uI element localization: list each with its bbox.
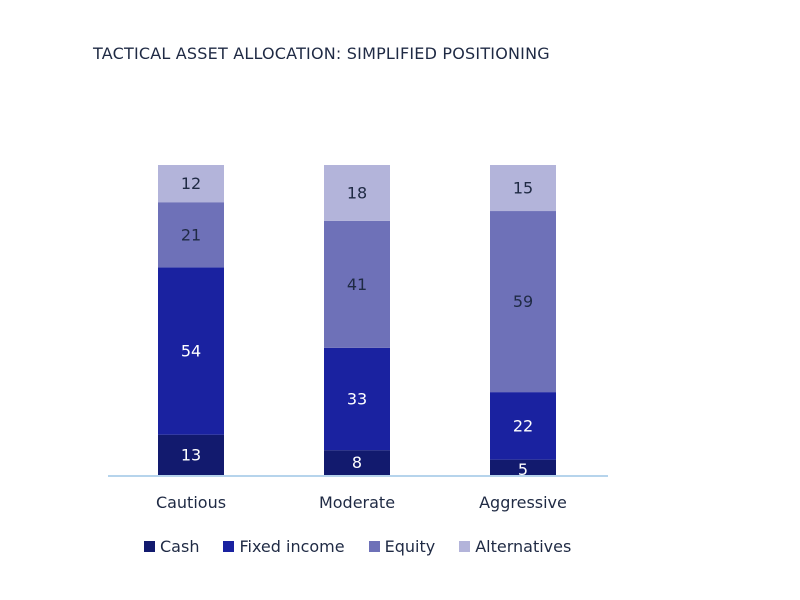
category-label-moderate: Moderate (319, 493, 395, 512)
bar-segment-cautious-fixed-income (158, 267, 224, 435)
legend-swatch (368, 541, 380, 552)
bar-segment-aggressive-cash (490, 459, 556, 475)
bar-segment-aggressive-alternatives (490, 165, 556, 212)
bar-segment-moderate-alternatives (324, 165, 390, 221)
legend-item-fixed-income: Fixed income (223, 537, 345, 556)
legend-label: Alternatives (475, 537, 572, 556)
bar-segment-aggressive-equity (490, 211, 556, 393)
bars-layer (158, 165, 556, 475)
category-label-cautious: Cautious (156, 493, 226, 512)
legend-swatch (223, 541, 235, 552)
data-label: 5 (518, 460, 528, 479)
legend: Cash Fixed income Equity Alternatives (144, 537, 571, 556)
legend-swatch (459, 541, 471, 552)
bar-segment-cautious-alternatives (158, 165, 224, 203)
legend-swatch (144, 541, 155, 552)
bar-segment-aggressive-fixed-income (490, 392, 556, 460)
data-label: 12 (181, 174, 201, 193)
legend-label: Cash (160, 537, 200, 556)
legend-label: Fixed income (239, 537, 345, 556)
data-label: 41 (347, 275, 367, 294)
chart-title: TACTICAL ASSET ALLOCATION: SIMPLIFIED PO… (93, 44, 550, 63)
bar-segment-moderate-cash (324, 450, 390, 475)
data-label: 21 (181, 225, 201, 244)
bar-segment-cautious-cash (158, 434, 224, 475)
data-label: 33 (347, 390, 367, 409)
data-label: 18 (347, 183, 367, 202)
legend-item-cash: Cash (144, 537, 199, 556)
labels-layer: 13 54 21 12 Cautious 8 33 41 18 Moderate 5 22 59 15 Ag… (156, 174, 567, 512)
data-label: 59 (513, 292, 533, 311)
category-label-aggressive: Aggressive (479, 493, 567, 512)
data-label: 13 (181, 445, 201, 464)
legend-item-equity: Equity (368, 537, 436, 556)
legend-label: Equity (384, 537, 436, 556)
data-label: 8 (352, 453, 362, 472)
data-label: 54 (181, 342, 201, 361)
bar-segment-moderate-equity (324, 220, 390, 348)
data-label: 15 (513, 179, 533, 198)
data-label: 22 (513, 416, 533, 435)
legend-item-alternatives: Alternatives (459, 537, 571, 556)
bar-segment-cautious-equity (158, 202, 224, 268)
bar-segment-moderate-fixed-income (324, 347, 390, 451)
